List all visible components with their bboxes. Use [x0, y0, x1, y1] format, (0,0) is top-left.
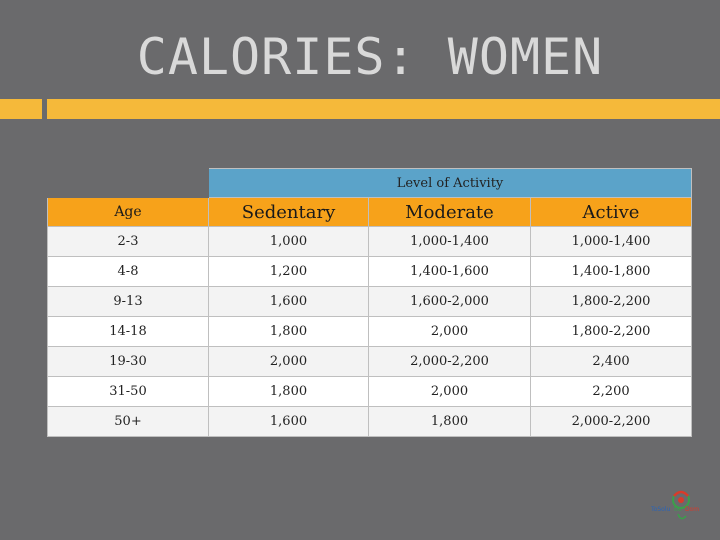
table-row: 14-18 1,800 2,000 1,800-2,200: [47, 316, 693, 347]
column-header-moderate: Moderate: [368, 197, 531, 227]
blank-corner-cell: [47, 168, 209, 198]
active-cell: 1,800-2,200: [529, 286, 693, 317]
column-header-sedentary: Sedentary: [208, 197, 369, 227]
age-cell: 4-8: [47, 256, 209, 287]
table-row: 2-3 1,000 1,000-1,400 1,000-1,400: [47, 226, 693, 257]
slide-title: CALORIES: WOMEN: [136, 28, 604, 86]
table-row: 50+ 1,600 1,800 2,000-2,200: [47, 406, 693, 437]
moderate-cell: 1,600-2,000: [368, 286, 531, 317]
column-header-age: Age: [47, 197, 209, 227]
moderate-cell: 2,000: [368, 316, 531, 347]
svg-text:Dom: Dom: [685, 506, 699, 513]
table-row: 31-50 1,800 2,000 2,200: [47, 376, 693, 407]
sedentary-cell: 1,200: [208, 256, 369, 287]
sedentary-cell: 1,800: [208, 376, 369, 407]
moderate-cell: 2,000-2,200: [368, 346, 531, 377]
age-cell: 50+: [47, 406, 209, 437]
accent-bar-left: [0, 99, 42, 119]
sedentary-cell: 1,600: [208, 406, 369, 437]
age-cell: 2-3: [47, 226, 209, 257]
moderate-cell: 1,000-1,400: [368, 226, 531, 257]
active-cell: 2,000-2,200: [529, 406, 693, 437]
table-row: 4-8 1,200 1,400-1,600 1,400-1,800: [47, 256, 693, 287]
age-cell: 9-13: [47, 286, 209, 317]
active-cell: 1,400-1,800: [529, 256, 693, 287]
active-cell: 1,800-2,200: [529, 316, 693, 347]
column-header-active: Active: [529, 197, 693, 227]
age-cell: 19-30: [47, 346, 209, 377]
accent-bar-right: [47, 99, 720, 119]
table-row: 19-30 2,000 2,000-2,200 2,400: [47, 346, 693, 377]
age-cell: 31-50: [47, 376, 209, 407]
sedentary-cell: 1,000: [208, 226, 369, 257]
group-header-row: Level of Activity: [47, 168, 693, 198]
sedentary-cell: 2,000: [208, 346, 369, 377]
moderate-cell: 2,000: [368, 376, 531, 407]
active-cell: 2,200: [529, 376, 693, 407]
calorie-table: Level of Activity Age Sedentary Moderate…: [47, 168, 693, 437]
age-cell: 14-18: [47, 316, 209, 347]
activity-level-header: Level of Activity: [207, 168, 693, 198]
table-row: 9-13 1,600 1,600-2,000 1,800-2,200: [47, 286, 693, 317]
sedentary-cell: 1,800: [208, 316, 369, 347]
svg-text:ToSolu: ToSolu: [650, 506, 670, 513]
svg-text:tio: tio: [674, 506, 682, 513]
active-cell: 1,000-1,400: [529, 226, 693, 257]
sedentary-cell: 1,600: [208, 286, 369, 317]
moderate-cell: 1,400-1,600: [368, 256, 531, 287]
organization-logo-icon: ToSolu tio Dom: [650, 490, 699, 520]
active-cell: 2,400: [529, 346, 693, 377]
moderate-cell: 1,800: [368, 406, 531, 437]
column-header-row: Age Sedentary Moderate Active: [47, 197, 693, 227]
